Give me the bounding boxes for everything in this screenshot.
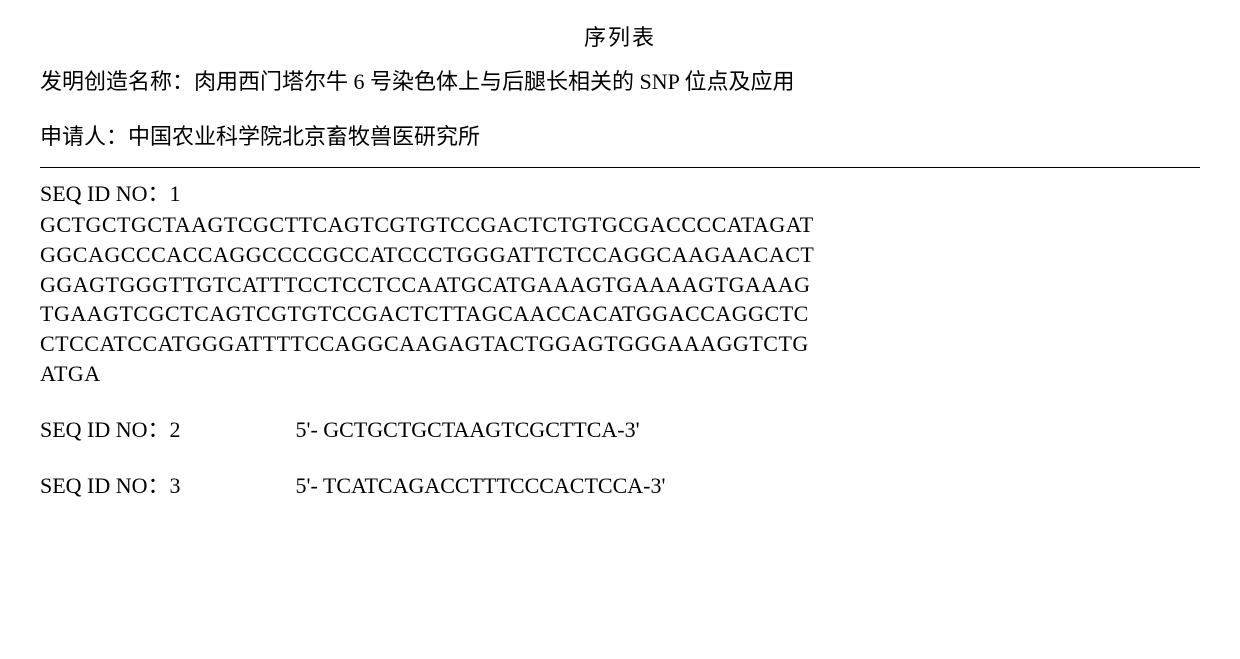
seq1-line: CTCCATCCATGGGATTTTCCAGGCAAGAGTACTGGAGTGG… [40,329,1200,359]
seq2-label: SEQ ID NO：2 [40,412,290,444]
applicant-text: 中国农业科学院北京畜牧兽医研究所 [128,124,480,149]
invention-label: 发明创造名称： [40,69,194,94]
section-divider [40,167,1200,168]
applicant-block: 申请人：中国农业科学院北京畜牧兽医研究所 [40,119,1200,151]
applicant-label: 申请人： [40,124,128,149]
seq1-line: ATGA [40,359,1200,389]
seq3-label: SEQ ID NO：3 [40,468,290,500]
invention-name-block: 发明创造名称：肉用西门塔尔牛 6 号染色体上与后腿长相关的 SNP 位点及应用 [40,64,1200,99]
sequence-listing-title: 序列表 [40,20,1200,52]
seq1-label: SEQ ID NO：1 [40,176,1200,208]
seq1-line: GGAGTGGGTTGTCATTTCCTCCTCCAATGCATGAAAGTGA… [40,270,1200,300]
seq2-row: SEQ ID NO：2 5'- GCTGCTGCTAAGTCGCTTCA-3' [40,412,1200,444]
seq1-line: TGAAGTCGCTCAGTCGTGTCCGACTCTTAGCAACCACATG… [40,299,1200,329]
seq1-line: GCTGCTGCTAAGTCGCTTCAGTCGTGTCCGACTCTGTGCG… [40,210,1200,240]
invention-text: 肉用西门塔尔牛 6 号染色体上与后腿长相关的 SNP 位点及应用 [194,69,795,94]
seq1-line: GGCAGCCCACCAGGCCCCGCCATCCCTGGGATTCTCCAGG… [40,240,1200,270]
seq3-value: 5'- TCATCAGACCTTTCCCACTCCA-3' [296,473,666,499]
seq3-row: SEQ ID NO：3 5'- TCATCAGACCTTTCCCACTCCA-3… [40,468,1200,500]
seq1-sequence: GCTGCTGCTAAGTCGCTTCAGTCGTGTCCGACTCTGTGCG… [40,210,1200,388]
seq2-value: 5'- GCTGCTGCTAAGTCGCTTCA-3' [296,417,640,443]
